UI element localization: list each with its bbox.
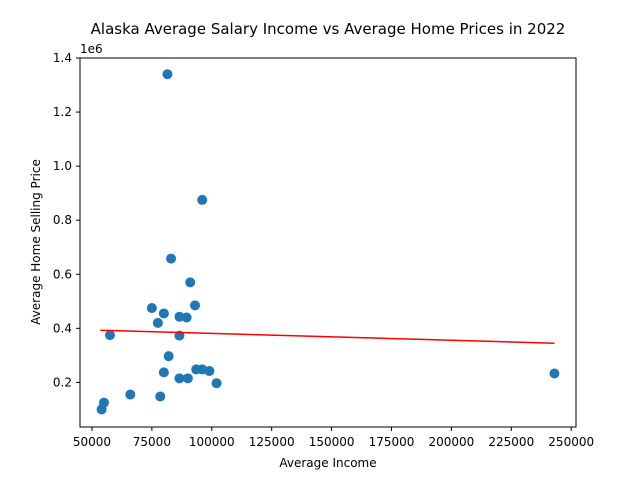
x-tick-label: 250000: [548, 435, 594, 449]
scatter-point-11: [163, 351, 174, 362]
y-tick-label: 1.4: [53, 51, 72, 65]
scatter-point-3: [104, 330, 115, 341]
scatter-point-2: [98, 397, 109, 408]
y-axis-ticks: 0.2 0.4 0.6 0.8 1.0 1.2 1.4: [53, 51, 80, 389]
x-tick-label: 75000: [133, 435, 171, 449]
scatter-point-24: [211, 378, 222, 389]
scatter-point-17: [182, 373, 193, 384]
scatter-point-21: [197, 194, 208, 205]
x-tick-label: 100000: [189, 435, 235, 449]
scatter-point-4: [125, 389, 136, 400]
trend-line: [100, 329, 555, 344]
x-tick-label: 125000: [249, 435, 295, 449]
x-axis-label: Average Income: [279, 456, 376, 470]
y-tick-label: 0.8: [53, 213, 72, 227]
x-tick-label: 175000: [369, 435, 415, 449]
y-tick-label: 0.6: [53, 267, 72, 281]
x-axis-ticks: 50000 75000 100000 125000 150000 175000 200000…: [73, 427, 594, 449]
scatter-point-19: [190, 300, 201, 311]
scatter-point-10: [162, 69, 173, 80]
scatter-point-15: [174, 373, 185, 384]
y-axis-label: Average Home Selling Price: [29, 159, 43, 325]
x-tick-label: 200000: [428, 435, 474, 449]
scatter-point-9: [158, 367, 169, 378]
y-tick-label: 0.4: [53, 321, 72, 335]
scatter-point-12: [166, 253, 177, 264]
y-tick-label: 0.2: [53, 375, 72, 389]
scatter-point-16: [181, 312, 192, 323]
scatter-point-25: [549, 368, 560, 379]
chart-title: Alaska Average Salary Income vs Average …: [91, 20, 566, 38]
scatter-point-8: [158, 308, 169, 319]
plot-series: [96, 69, 560, 415]
scatter-point-6: [152, 317, 163, 328]
y-tick-label: 1.2: [53, 105, 72, 119]
scatter-point-18: [185, 277, 196, 288]
scatter-point-7: [155, 391, 166, 402]
scatter-point-5: [146, 303, 157, 314]
y-axis-offset-label: 1e6: [80, 42, 103, 56]
scatter-point-23: [204, 366, 215, 377]
y-tick-label: 1.0: [53, 159, 72, 173]
x-tick-label: 225000: [488, 435, 534, 449]
x-tick-label: 50000: [73, 435, 111, 449]
plot-frame: [79, 57, 577, 428]
x-tick-label: 150000: [309, 435, 355, 449]
